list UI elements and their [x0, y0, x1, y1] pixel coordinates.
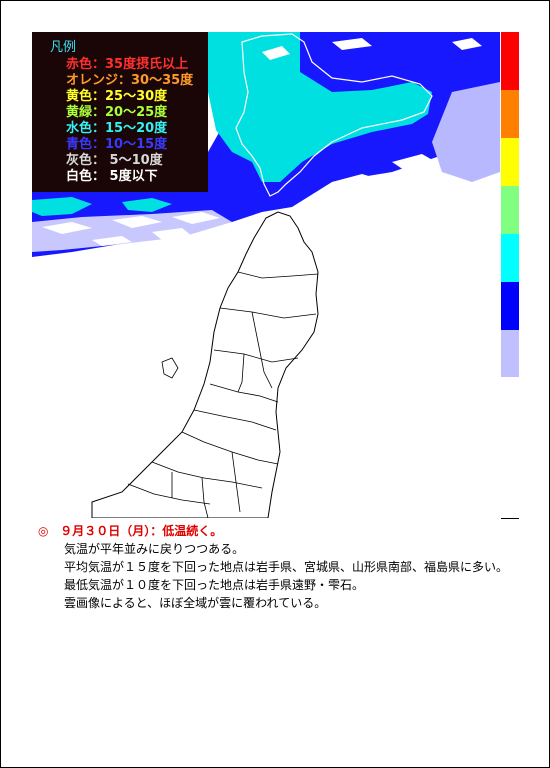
report-line-3: 最低気温が１０度を下回った地点は岩手県遠野・雫石。 — [64, 578, 365, 592]
prefecture-borders — [127, 271, 319, 518]
report-line-2: 平均気温が１５度を下回った地点は岩手県、宮城県、山形県南部、福島県に多い。 — [64, 560, 509, 574]
scale-segment-gray — [501, 330, 519, 377]
cloud-lavender-east — [432, 82, 500, 182]
legend-item-light-blue: 水色：15～20度 — [66, 121, 168, 136]
scale-tick — [501, 518, 519, 519]
legend-item-blue: 青色：10～15度 — [66, 137, 168, 152]
color-scale-bar — [501, 32, 519, 377]
report-line-4: 雲画像によると、ほぼ全域が雲に覆われている。 — [64, 596, 327, 610]
bullet-mark-icon: ◎ — [38, 524, 49, 538]
report-heading-text: ９月３０日（月）：低温続く。 — [60, 524, 223, 538]
scale-segment-light-blue — [501, 234, 519, 282]
legend-item-yellow: 黄色：25～30度 — [66, 89, 168, 104]
sado-island-outline — [161, 357, 179, 379]
report-line-1: 気温が平年並みに戻りつつある。 — [64, 542, 245, 556]
honshu-outline — [91, 211, 319, 518]
legend-item-white: 白色： 5度以下 — [66, 169, 158, 184]
legend-item-gray: 灰色： 5～10度 — [66, 153, 163, 168]
scale-segment-yellow — [501, 138, 519, 186]
cloud-cyan-hokkaido — [208, 32, 432, 182]
cloud-cyan-patch-1 — [32, 197, 92, 216]
legend-item-red: 赤色：35度摂氏以上 — [66, 57, 189, 72]
hokkaido-outline — [235, 33, 433, 197]
cloud-cyan-patch-2 — [122, 198, 172, 212]
weather-report: ◎ ９月３０日（月）：低温続く。 気温が平年並みに戻りつつある。 平均気温が１５… — [38, 522, 508, 612]
scale-segment-blue — [501, 282, 519, 330]
scale-segment-red — [501, 32, 519, 90]
scale-segment-yellow-green — [501, 186, 519, 234]
scale-segment-orange — [501, 90, 519, 138]
legend-item-yellow-green: 黄緑：20～25度 — [66, 105, 168, 120]
report-heading: ◎ ９月３０日（月）：低温続く。 — [38, 522, 508, 540]
legend-title: 凡例 — [50, 40, 77, 55]
map-svg — [32, 32, 500, 518]
legend-item-orange: オレンジ：30～35度 — [66, 73, 194, 88]
legend: 凡例 赤色：35度摂氏以上 オレンジ：30～35度 黄色：25～30度 黄緑：2… — [32, 32, 208, 192]
weather-map — [32, 32, 500, 518]
